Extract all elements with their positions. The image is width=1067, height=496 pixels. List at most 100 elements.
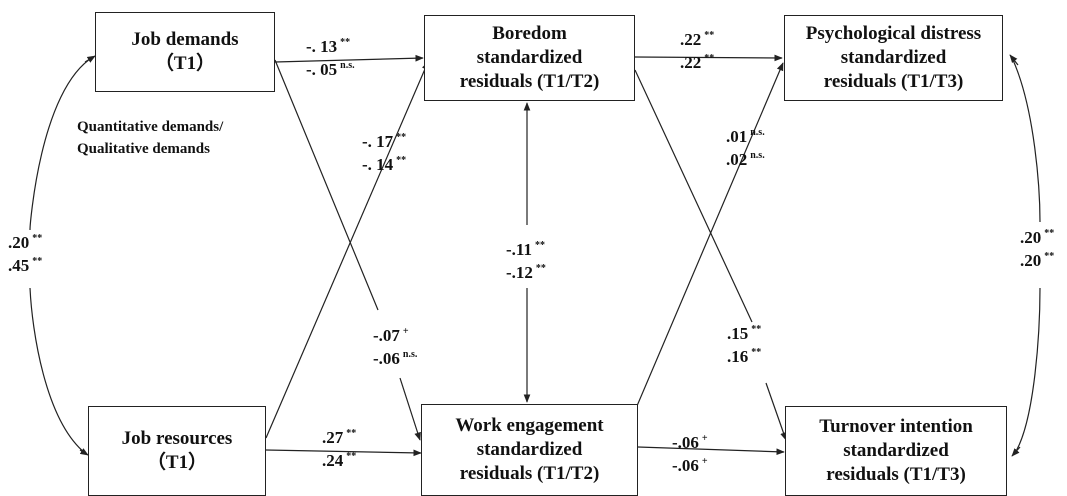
coef-jd-jr-1-value: .20	[8, 233, 30, 252]
job-demands-title: Job demands	[131, 29, 239, 50]
coef-pd-to-2-value: .20	[1020, 251, 1042, 270]
coef-jd-we-2: -.06 n.s.	[373, 349, 417, 372]
coef-bo-pd-1-value: .22	[680, 30, 702, 49]
coef-bo-pd-1-sig: **	[704, 30, 715, 41]
turnover-line2: standardized	[843, 440, 949, 461]
job-resources-title: Job resources	[121, 428, 233, 449]
coef-jr-we-2-value: .24	[322, 451, 344, 470]
coef-jd-we-2-value: -.06	[373, 349, 400, 368]
coef-jd-boredom-1-sig: **	[340, 37, 351, 48]
coef-work-engagement-turnover: -.06 + -.06 +	[672, 433, 708, 479]
coef-we-to-1-sig: +	[701, 433, 708, 444]
job-demands-time: （T1）	[154, 53, 216, 74]
coef-jd-jr-1-sig: **	[32, 233, 43, 244]
coef-jd-jr-2: .45 **	[8, 256, 42, 279]
arrow-we-to-distress	[630, 62, 784, 421]
turnover-line3: residuals (T1/T3)	[826, 464, 966, 485]
coef-we-to-2-sig: +	[701, 456, 708, 467]
coef-bo-to-1-value: .15	[727, 324, 749, 343]
coef-jd-jr-2-value: .45	[8, 256, 30, 275]
turnover-title: Turnover intention	[819, 416, 973, 437]
coef-pd-to-1: .20 **	[1020, 228, 1054, 251]
job-demands-note: Quantitative demands/ Qualitative demand…	[77, 116, 223, 160]
coef-bo-we-1-sig: **	[534, 240, 545, 251]
boredom-title: Boredom	[492, 23, 567, 44]
coef-bo-pd-2-sig: **	[704, 53, 715, 64]
coef-jr-we-2-sig: **	[346, 451, 357, 462]
box-job-demands: Job demands （T1）	[95, 12, 275, 92]
coef-boredom-turnover: .15 ** .16 **	[727, 324, 761, 370]
coef-boredom-work-engagement: -.11 ** -.12 **	[506, 240, 546, 286]
work-engagement-line2: standardized	[476, 439, 583, 460]
coef-we-to-2-value: -.06	[672, 456, 699, 475]
coef-jd-boredom-1: -. 13 **	[306, 37, 355, 60]
arrow-jd-jr-covariance	[29, 56, 94, 454]
job-resources-time: （T1）	[146, 452, 208, 473]
work-engagement-line3: residuals (T1/T2)	[459, 463, 600, 484]
coef-jr-boredom: -. 17 ** -. 14 **	[362, 132, 406, 178]
coef-distress-turnover-covariance: .20 ** .20 **	[1020, 228, 1054, 274]
coef-bo-to-1: .15 **	[727, 324, 761, 347]
box-boredom: Boredom standardized residuals (T1/T2)	[424, 15, 635, 101]
arrow-distress-turnover-covariance	[1012, 59, 1041, 454]
box-work-engagement: Work engagement standardized residuals (…	[421, 404, 638, 496]
coef-we-to-1-value: -.06	[672, 433, 699, 452]
arrow-boredom-to-turnover-head	[765, 382, 787, 441]
arrow-we-to-turnover	[637, 446, 785, 456]
arrow-distress-turnover-head-bottom	[1011, 446, 1021, 457]
arrow-jd-to-work-engagement	[274, 59, 379, 311]
coef-jd-boredom: -. 13 ** -. 05 n.s.	[306, 37, 355, 83]
arrow-jd-jr-head-bottom	[79, 448, 89, 456]
coef-bo-we-1: -.11 **	[506, 240, 546, 263]
coef-jd-we-1-value: -.07	[373, 326, 400, 345]
coef-bo-to-2-value: .16	[727, 347, 749, 366]
coef-pd-to-1-value: .20	[1020, 228, 1042, 247]
coef-we-to-2: -.06 +	[672, 456, 708, 479]
coef-jr-boredom-2: -. 14 **	[362, 155, 406, 178]
path-diagram-canvas	[29, 54, 1041, 457]
note-line2: Qualitative demands	[77, 141, 210, 157]
coef-jd-boredom-2: -. 05 n.s.	[306, 60, 355, 83]
coef-jd-jr-2-sig: **	[32, 256, 43, 267]
coef-jr-boredom-1-sig: **	[396, 132, 407, 143]
arrow-jr-to-work-engagement	[265, 449, 422, 457]
coef-jd-we-1-sig: +	[402, 326, 409, 337]
arrow-jr-to-boredom	[265, 61, 429, 439]
coef-bo-pd-2: .22 **	[680, 53, 714, 76]
coef-jd-boredom-1-value: -. 13	[306, 37, 338, 56]
coef-jd-boredom-2-value: -. 05	[306, 60, 338, 79]
coef-jr-boredom-1-value: -. 17	[362, 132, 394, 151]
arrow-boredom-to-distress	[634, 54, 783, 62]
coef-jd-boredom-2-sig: n.s.	[340, 60, 355, 71]
coef-jd-jr-1: .20 **	[8, 233, 42, 256]
coef-pd-to-2: .20 **	[1020, 251, 1054, 274]
coef-jd-work-engagement: -.07 + -.06 n.s.	[373, 326, 417, 372]
work-engagement-title: Work engagement	[455, 415, 604, 436]
box-turnover-intention: Turnover intention standardized residual…	[785, 406, 1007, 496]
arrow-jd-to-work-engagement-head	[399, 377, 421, 441]
psych-distress-title: Psychological distress	[805, 23, 982, 44]
coef-jd-jr-covariance: .20 ** .45 **	[8, 233, 42, 279]
coef-jr-boredom-1: -. 17 **	[362, 132, 406, 155]
coef-bo-pd-2-value: .22	[680, 53, 702, 72]
coef-bo-to-2: .16 **	[727, 347, 761, 370]
coef-jr-we-1-sig: **	[346, 428, 357, 439]
coef-bo-to-2-sig: **	[751, 347, 762, 358]
psych-distress-line2: standardized	[840, 47, 947, 68]
coef-we-pd-1-value: .01	[726, 127, 748, 146]
coef-work-engagement-distress: .01 n.s. .02 n.s.	[726, 127, 765, 173]
coef-jr-we-1-value: .27	[322, 428, 344, 447]
box-psychological-distress: Psychological distress standardized resi…	[784, 15, 1003, 101]
coef-bo-we-2-value: -.12	[506, 263, 533, 282]
coef-we-to-1: -.06 +	[672, 433, 708, 456]
coef-jr-we-2: .24 **	[322, 451, 356, 474]
arrow-jd-jr-head-top	[84, 55, 96, 63]
boredom-line3: residuals (T1/T2)	[459, 71, 600, 92]
coef-jr-boredom-2-value: -. 14	[362, 155, 394, 174]
coef-jr-boredom-2-sig: **	[396, 155, 407, 166]
arrow-distress-turnover-head-top	[1009, 54, 1019, 66]
coef-jd-we-2-sig: n.s.	[402, 349, 418, 360]
coef-jd-we-1: -.07 +	[373, 326, 417, 349]
coef-pd-to-2-sig: **	[1044, 251, 1055, 262]
coef-we-pd-2-value: .02	[726, 150, 748, 169]
